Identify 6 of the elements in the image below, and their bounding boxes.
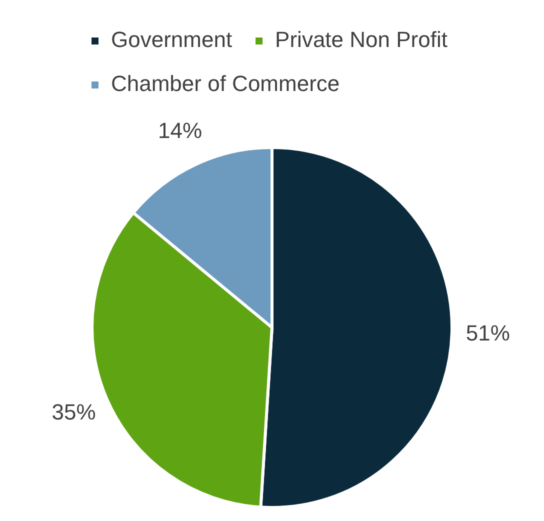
data-label: 51%: [466, 320, 510, 346]
data-label: 35%: [52, 399, 96, 424]
legend-label: Government: [111, 27, 232, 52]
legend-label: Private Non Profit: [275, 27, 448, 52]
data-label: 14%: [158, 118, 202, 144]
legend-label: Chamber of Commerce: [111, 71, 340, 96]
